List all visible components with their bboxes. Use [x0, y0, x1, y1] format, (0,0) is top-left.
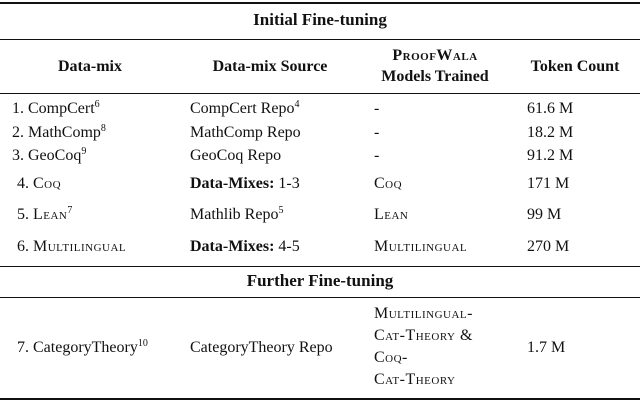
row-4-model: Coq	[374, 175, 403, 192]
row-5-tokens: 99 M	[527, 206, 562, 223]
header-tokens: Token Count	[530, 58, 620, 75]
row-1-datamix: 1. CompCert6	[12, 99, 100, 118]
row-1-model: -	[374, 100, 380, 117]
row-5-model: Lean	[374, 206, 409, 223]
row-7-model-line-4: Cat-Theory	[374, 371, 456, 388]
header-models-line1: ProofWala	[392, 47, 478, 64]
header-source: Data-mix Source	[212, 58, 328, 75]
row-4-tokens: 171 M	[527, 175, 570, 192]
row-2-datamix: 2. MathComp8	[12, 123, 106, 142]
bottom-rule	[0, 398, 640, 400]
row-5-datamix: 5. Lean7	[17, 205, 73, 224]
row-2-model: -	[374, 124, 380, 141]
row-4-datamix: 4. Coq	[17, 175, 62, 192]
row-3-datamix: 3. GeoCoq9	[12, 146, 87, 165]
row-4-source: Data-Mixes: 1-3	[190, 175, 300, 192]
section-rule	[0, 39, 640, 40]
header-rule	[0, 93, 640, 94]
header-datamix: Data-mix	[58, 58, 122, 75]
header-models-line2: Models Trained	[381, 68, 489, 85]
row-3-model: -	[374, 147, 380, 164]
row-7-model-line-1: Multilingual-	[374, 305, 473, 322]
row-7-source: CategoryTheory Repo	[190, 339, 333, 356]
row-2-source: MathComp Repo	[190, 124, 301, 141]
row-1-source: CompCert Repo4	[190, 99, 300, 118]
further-top-rule	[0, 266, 640, 267]
row-7-model-line-2: Cat-Theory &	[374, 327, 473, 344]
row-6-model: Multilingual	[374, 238, 468, 255]
row-6-tokens: 270 M	[527, 238, 570, 255]
row-5-source: Mathlib Repo5	[190, 205, 284, 224]
row-7-tokens: 1.7 M	[527, 339, 566, 356]
row-7-datamix: 7. CategoryTheory10	[17, 338, 148, 357]
row-6-datamix: 6. Multilingual	[17, 238, 127, 255]
row-2-tokens: 18.2 M	[527, 124, 574, 141]
row-3-source: GeoCoq Repo	[190, 147, 282, 164]
top-rule	[0, 2, 640, 4]
section-further-title: Further Fine-tuning	[246, 271, 394, 290]
row-6-source: Data-Mixes: 4-5	[190, 238, 300, 255]
section-initial-title: Initial Fine-tuning	[253, 10, 387, 29]
further-bottom-rule	[0, 297, 640, 298]
row-7-model-line-3: Coq-	[374, 349, 408, 366]
row-3-tokens: 91.2 M	[527, 147, 574, 164]
row-1-tokens: 61.6 M	[527, 100, 574, 117]
